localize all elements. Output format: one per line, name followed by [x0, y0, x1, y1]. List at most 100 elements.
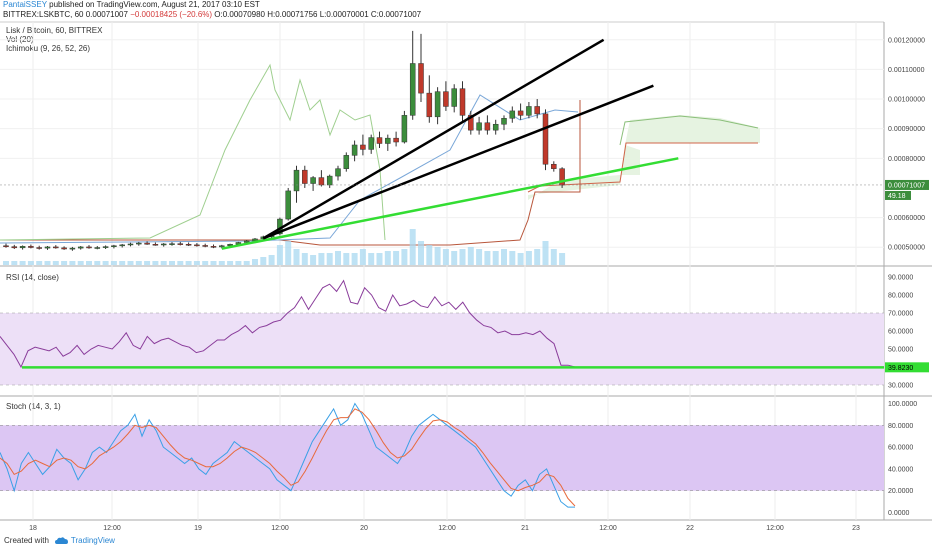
candle-body	[343, 155, 350, 169]
author-name[interactable]: PantaiSSEY	[3, 0, 47, 9]
volume-bar	[401, 249, 408, 265]
volume-bar	[335, 251, 341, 265]
ichimoku-cloud	[528, 115, 760, 200]
candle-body	[434, 91, 441, 118]
candle-body	[492, 123, 499, 131]
volume-bar	[144, 261, 151, 265]
volume-bar	[94, 261, 101, 265]
candle-body	[28, 246, 34, 248]
volume-bar	[102, 261, 109, 265]
candle-body	[509, 110, 516, 119]
candle-body	[517, 110, 524, 116]
volume-bar	[169, 261, 175, 265]
volume-bar	[44, 261, 51, 265]
symbol-quote: BITTREX:LSKBTC, 60 0.00071007	[3, 10, 128, 19]
header-line-1: PantaiSSEY published on TradingView.com,…	[3, 0, 260, 9]
price-tick-label: 0.00050000	[888, 245, 925, 252]
rsi-tick-label: 70.0000	[888, 311, 913, 318]
volume-bar	[11, 261, 18, 265]
time-axis-label: 20	[360, 525, 368, 532]
volume-bar	[160, 261, 167, 265]
candle-body	[127, 243, 134, 246]
rsi-tick-label: 90.0000	[888, 275, 913, 282]
volume-bar	[467, 247, 474, 265]
rsi-band	[0, 313, 884, 385]
candle-body	[484, 122, 491, 131]
volume-bar	[501, 249, 507, 265]
candle-body	[451, 88, 457, 107]
price-tick-label: 0.00060000	[888, 215, 925, 222]
rsi-tick-label: 60.0000	[888, 329, 913, 336]
time-axis-label: 18	[29, 525, 37, 532]
candle-body	[19, 246, 26, 249]
rsi-tick-label: 80.0000	[888, 293, 913, 300]
candle-body	[360, 144, 366, 150]
volume-bar	[542, 241, 549, 265]
volume-bar	[393, 251, 400, 265]
volume-bar	[36, 261, 43, 265]
candle-body	[102, 246, 109, 248]
candle-body	[202, 245, 208, 247]
volume-bar	[318, 253, 325, 265]
candle-body	[136, 242, 142, 245]
price-tick-label: 0.00100000	[888, 97, 925, 104]
price-tick-label: 0.00110000	[888, 67, 925, 74]
candle-body	[385, 137, 391, 144]
candle-body	[185, 244, 192, 246]
stoch-tick-label: 80.0000	[888, 423, 913, 430]
volume-bar	[492, 251, 499, 265]
volume-bar	[86, 261, 92, 265]
volume-bar	[235, 261, 242, 265]
kijun-line	[0, 100, 581, 246]
volume-bar	[243, 261, 250, 265]
candle-body	[443, 91, 449, 107]
candle-body	[243, 240, 250, 243]
volume-bar	[193, 261, 200, 265]
trendline-black	[262, 38, 605, 240]
header-line-2: BITTREX:LSKBTC, 60 0.00071007 −0.0001842…	[3, 10, 421, 19]
candle-body	[409, 63, 416, 116]
volume-bar	[326, 253, 333, 265]
candle-body	[69, 247, 76, 250]
price-tick-label: 0.00080000	[888, 156, 925, 163]
stoch-tick-label: 100.0000	[888, 401, 917, 408]
volume-bar	[27, 261, 34, 265]
candle-body	[169, 243, 175, 245]
tradingview-brand[interactable]: TradingView	[70, 536, 115, 545]
volume-bar	[409, 229, 416, 265]
price-change: −0.00018425 (−20.6%)	[130, 10, 213, 19]
volume-bar	[517, 253, 524, 265]
volume-bar	[368, 253, 375, 265]
price-tick-label: 0.00120000	[888, 37, 925, 44]
ohlc-values: O:0.00070980 H:0.00071756 L:0.00070001 C…	[214, 10, 422, 19]
volume-bar	[442, 249, 449, 265]
candle-body	[393, 137, 399, 143]
volume-bar	[152, 261, 159, 265]
volume-bar	[484, 251, 491, 265]
candle-body	[119, 244, 125, 247]
volume-bar	[525, 251, 532, 265]
volume-bar	[434, 247, 441, 265]
stoch-line-d	[0, 408, 576, 507]
cloud-logo-icon	[55, 537, 68, 544]
candle-body	[111, 245, 117, 247]
candle-body	[3, 245, 9, 247]
volume-bar	[550, 249, 557, 265]
candle-body	[476, 122, 482, 131]
volume-bar	[110, 261, 117, 265]
stoch-band	[0, 425, 884, 491]
last-price-label: 0.00071007	[888, 182, 925, 189]
volume-bar	[227, 261, 234, 265]
volume-bar	[310, 255, 317, 265]
created-with-label: Created with	[4, 536, 49, 545]
publish-info: published on TradingView.com, August 21,…	[49, 0, 260, 9]
candle-body	[310, 177, 316, 184]
volume-bar	[459, 249, 466, 265]
candle-body	[227, 244, 233, 246]
stoch-tick-label: 0.0000	[888, 510, 910, 517]
candle-body	[61, 247, 67, 250]
time-axis-label: 12:00	[271, 525, 289, 532]
candle-body	[160, 243, 167, 246]
candle-body	[53, 246, 59, 249]
